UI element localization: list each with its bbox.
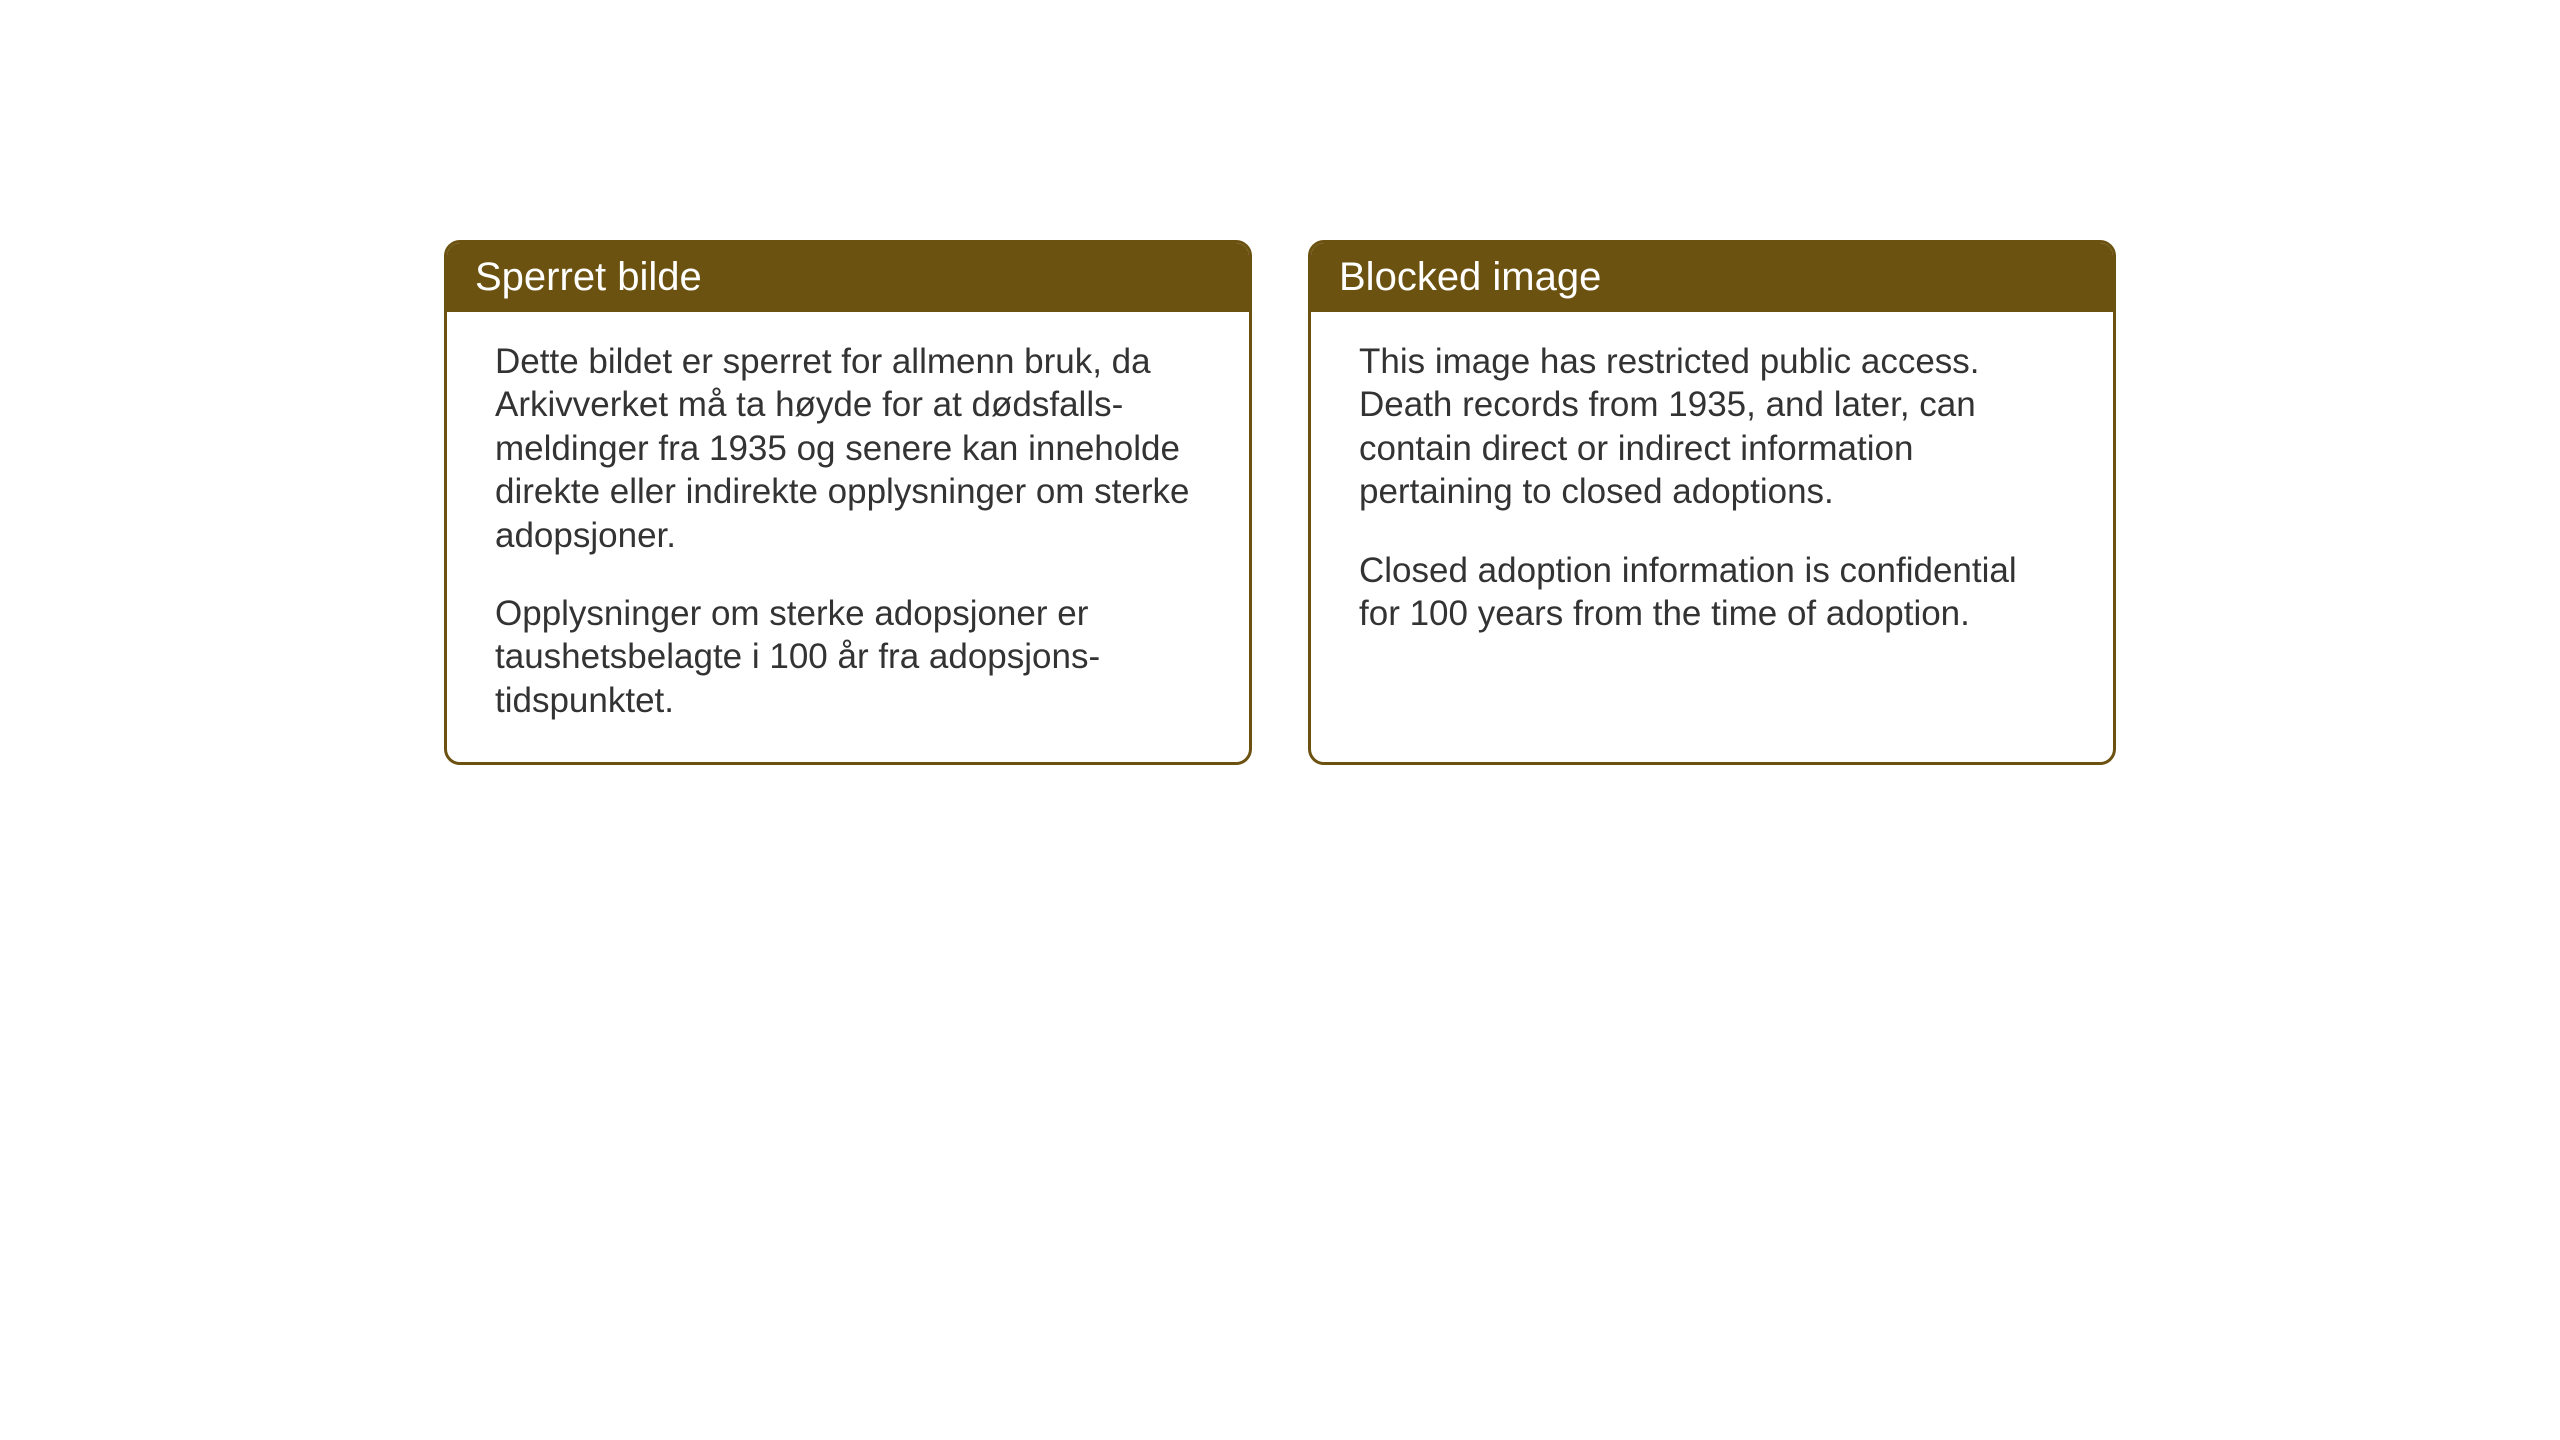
card-title-english: Blocked image <box>1339 255 1601 299</box>
card-title-norwegian: Sperret bilde <box>475 255 702 299</box>
blocked-image-card-english: Blocked image This image has restricted … <box>1308 240 2116 765</box>
card-body-norwegian: Dette bildet er sperret for allmenn bruk… <box>447 312 1249 762</box>
card-header-norwegian: Sperret bilde <box>447 243 1249 312</box>
blocked-image-card-norwegian: Sperret bilde Dette bildet er sperret fo… <box>444 240 1252 765</box>
card-paragraph-1-norwegian: Dette bildet er sperret for allmenn bruk… <box>495 340 1201 557</box>
card-body-english: This image has restricted public access.… <box>1311 312 2113 675</box>
card-header-english: Blocked image <box>1311 243 2113 312</box>
card-paragraph-2-norwegian: Opplysninger om sterke adopsjoner er tau… <box>495 592 1201 722</box>
card-paragraph-2-english: Closed adoption information is confident… <box>1359 549 2065 636</box>
card-paragraph-1-english: This image has restricted public access.… <box>1359 340 2065 514</box>
cards-container: Sperret bilde Dette bildet er sperret fo… <box>444 240 2116 765</box>
